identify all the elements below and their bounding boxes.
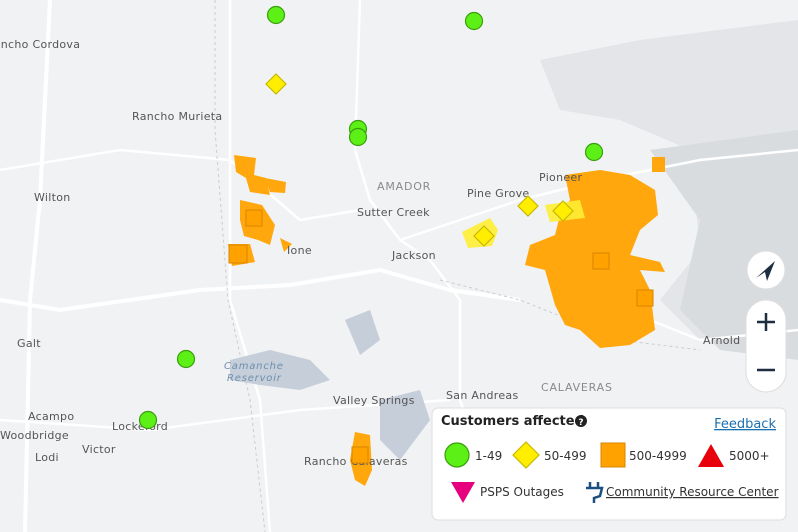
place-label: Rancho Cordova: [0, 38, 80, 51]
place-label: Lodi: [35, 451, 59, 464]
place-label: Arnold: [703, 334, 740, 347]
zoom-control: [745, 299, 787, 393]
locate-icon: [756, 261, 775, 281]
outage-marker[interactable]: [464, 11, 484, 31]
outage-marker[interactable]: [138, 410, 158, 430]
place-label: Sutter Creek: [357, 206, 430, 219]
outage-marker[interactable]: [636, 289, 654, 307]
legend-label: 500-4999: [629, 449, 687, 463]
water-label: Reservoir: [227, 373, 282, 384]
legend-label: PSPS Outages: [480, 485, 564, 499]
water-label: Camanche: [224, 361, 284, 372]
outage-marker[interactable]: [245, 209, 263, 227]
help-icon[interactable]: [575, 415, 587, 427]
outage-marker[interactable]: [584, 142, 604, 162]
outage-marker[interactable]: [517, 195, 539, 217]
place-label: Valley Springs: [333, 394, 415, 407]
county-label: CALAVERAS: [541, 381, 613, 394]
outage-marker[interactable]: [266, 5, 286, 25]
place-labels: Rancho Cordova Rancho Murieta Wilton Gal…: [0, 38, 740, 468]
outage-marker[interactable]: [176, 349, 196, 369]
outage-marker[interactable]: [228, 244, 248, 264]
legend-symbol: [600, 442, 626, 468]
legend-label: 50-499: [544, 449, 587, 463]
outage-marker[interactable]: [265, 73, 287, 95]
outage-marker[interactable]: [348, 127, 368, 147]
place-label: Woodbridge: [0, 429, 69, 442]
outage-marker[interactable]: [351, 446, 369, 464]
outage-markers: [138, 5, 654, 464]
plug-icon: [586, 482, 604, 503]
map-controls: [745, 250, 787, 393]
outage-marker[interactable]: [552, 200, 574, 222]
resource-center-link[interactable]: Community Resource Center: [606, 485, 779, 499]
zoom-in[interactable]: [757, 313, 775, 331]
feedback-link[interactable]: Feedback: [714, 417, 776, 432]
place-label: Pine Grove: [467, 187, 530, 200]
legend-symbol: [698, 444, 724, 467]
place-label: Jackson: [391, 249, 436, 262]
outage-marker[interactable]: [473, 225, 495, 247]
county-label: AMADOR: [377, 180, 431, 193]
water: [230, 310, 430, 460]
place-label: Galt: [17, 337, 41, 350]
place-label: Acampo: [28, 410, 74, 423]
legend-symbol: [512, 441, 540, 469]
place-label: San Andreas: [446, 389, 519, 402]
place-label: Victor: [82, 443, 116, 456]
outage-marker[interactable]: [592, 252, 610, 270]
place-label: Wilton: [34, 191, 71, 204]
legend-title: Customers affected: [441, 414, 584, 429]
legend-label: 5000+: [729, 449, 770, 463]
legend-symbol: [451, 482, 475, 503]
help-icon-glyph: ?: [578, 418, 583, 428]
place-label: Ione: [287, 244, 312, 257]
legend: Customers affected ? Feedback 1-49 50-49…: [431, 407, 787, 521]
legend-label: 1-49: [475, 449, 502, 463]
place-label: Rancho Murieta: [132, 110, 222, 123]
legend-symbol: [444, 442, 470, 468]
place-label: Pioneer: [539, 171, 582, 184]
